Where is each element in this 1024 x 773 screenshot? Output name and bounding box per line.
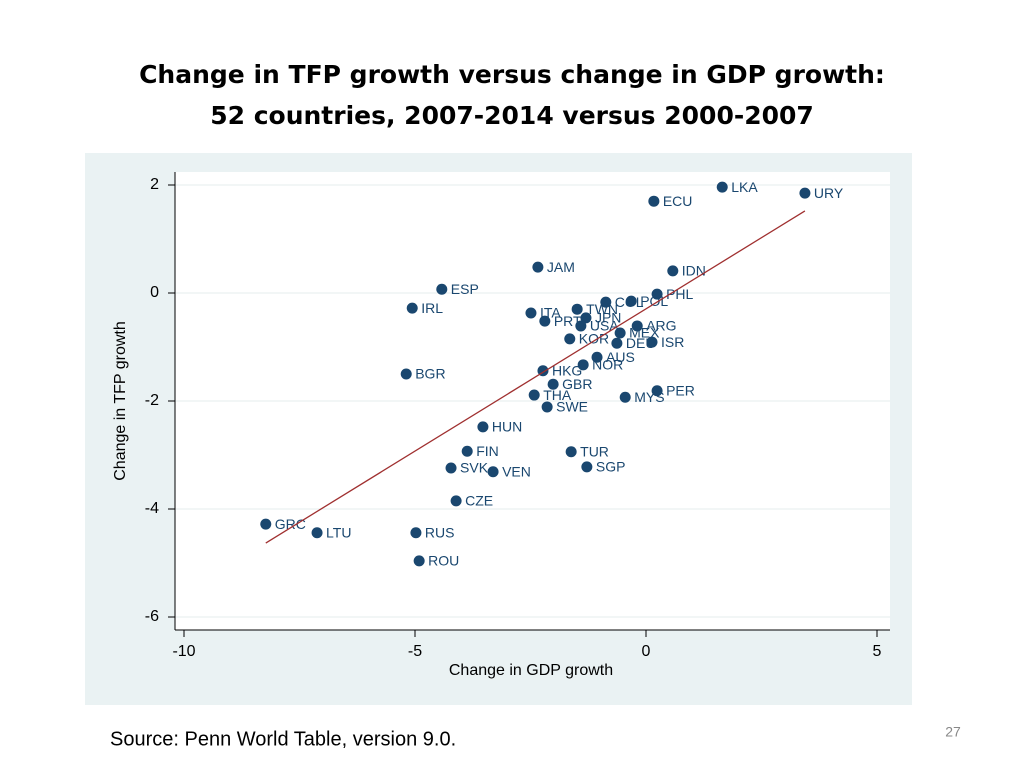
point-label: VEN xyxy=(502,463,531,479)
point-label: KOR xyxy=(579,331,609,347)
point-label: PHL xyxy=(666,286,693,302)
x-tick-label: 5 xyxy=(873,643,882,660)
point-label: LKA xyxy=(731,179,758,195)
y-tick-label: -6 xyxy=(145,608,159,625)
point xyxy=(580,312,592,324)
point xyxy=(631,320,643,332)
point xyxy=(450,495,462,507)
point xyxy=(461,445,473,457)
point-label: JPN xyxy=(595,310,621,326)
point-label: GRC xyxy=(275,516,306,532)
point-label: HUN xyxy=(492,419,522,435)
point xyxy=(410,527,422,539)
point xyxy=(591,351,603,363)
point xyxy=(565,446,577,458)
point xyxy=(611,337,623,349)
x-tick-label: -5 xyxy=(408,643,422,660)
point xyxy=(625,295,637,307)
slide-number: 27 xyxy=(945,724,961,740)
point-label: AUS xyxy=(606,349,635,365)
point-label: COL xyxy=(615,294,644,310)
point-label: PRT xyxy=(554,313,582,329)
title-line: 52 countries, 2007-2014 versus 2000-2007 xyxy=(210,101,814,130)
point-label: LTU xyxy=(326,524,351,540)
point-label: TWN xyxy=(586,301,618,317)
point-label: BGR xyxy=(415,366,445,382)
point xyxy=(436,283,448,295)
point-label: TUR xyxy=(580,443,609,459)
y-axis-label: Change in TFP growth xyxy=(112,321,129,481)
point xyxy=(532,261,544,273)
point-label: SWE xyxy=(556,399,588,415)
point xyxy=(581,461,593,473)
point xyxy=(651,288,663,300)
point-label: GBR xyxy=(562,376,592,392)
source-note: Source: Penn World Table, version 9.0. xyxy=(110,728,456,750)
point-label: PER xyxy=(666,382,695,398)
x-tick-label: -10 xyxy=(172,643,195,660)
point xyxy=(646,336,658,348)
point xyxy=(311,527,323,539)
y-tick-label: -4 xyxy=(145,500,159,517)
point xyxy=(400,368,412,380)
point xyxy=(577,359,589,371)
point xyxy=(651,385,663,397)
point-label: URY xyxy=(814,185,844,201)
point-label: CZE xyxy=(465,493,493,509)
point-label: SGP xyxy=(596,459,626,475)
point xyxy=(487,466,499,478)
point-label: SVK xyxy=(460,460,489,476)
point xyxy=(575,320,587,332)
y-tick-label: 2 xyxy=(150,176,159,193)
point-label: IRL xyxy=(421,300,443,316)
point xyxy=(564,333,576,345)
point-label: ISR xyxy=(661,334,684,350)
point-label: RUS xyxy=(425,524,455,540)
point-label: NOR xyxy=(592,357,623,373)
point-label: HKG xyxy=(552,362,582,378)
y-tick-label: 0 xyxy=(150,284,159,301)
point-label: ROU xyxy=(428,553,459,569)
point xyxy=(260,518,272,530)
y-tick-label: -2 xyxy=(145,392,159,409)
point xyxy=(614,327,626,339)
point xyxy=(477,421,489,433)
point xyxy=(445,462,457,474)
point xyxy=(406,302,418,314)
title-line: Change in TFP growth versus change in GD… xyxy=(139,60,885,89)
point-label: JAM xyxy=(547,259,575,275)
point xyxy=(571,303,583,315)
point xyxy=(716,181,728,193)
point-label: ESP xyxy=(451,281,479,297)
point-label: DEU xyxy=(626,335,656,351)
point xyxy=(799,187,811,199)
x-axis-label: Change in GDP growth xyxy=(449,662,613,679)
point xyxy=(525,307,537,319)
point xyxy=(667,265,679,277)
point xyxy=(547,378,559,390)
point xyxy=(541,401,553,413)
point-label: IDN xyxy=(682,263,706,279)
fit-line xyxy=(265,210,806,544)
point xyxy=(413,555,425,567)
plot: -6 -4 -2 0 2 -10 -5 0 5 LKA URY ECU JAM IDN ESP PHL IRL P… xyxy=(145,172,890,660)
point-label: POL xyxy=(640,293,668,309)
point xyxy=(539,315,551,327)
point xyxy=(528,389,540,401)
x-tick-label: 0 xyxy=(642,643,651,660)
point-label: ARG xyxy=(646,318,676,334)
point xyxy=(648,195,660,207)
point-label: THA xyxy=(543,387,572,403)
point xyxy=(600,296,612,308)
point-label: FIN xyxy=(476,443,499,459)
point-label: ECU xyxy=(663,193,693,209)
point xyxy=(619,391,631,403)
